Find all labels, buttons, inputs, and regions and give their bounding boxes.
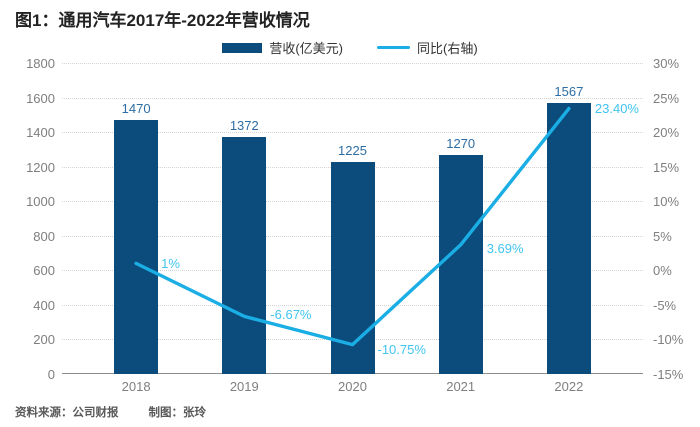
bar-value-label: 1567 — [554, 84, 584, 100]
bar-2021 — [438, 154, 483, 374]
chart-title: 图1：通用汽车2017年-2022年营收情况 — [15, 11, 310, 30]
line-point-label: -10.75% — [377, 341, 426, 357]
y-right-tick-label: 30% — [653, 56, 680, 71]
y-left-tick-label: 1200 — [26, 159, 55, 175]
grid-line — [62, 63, 643, 64]
legend-item-yoy: 同比(右轴) — [377, 38, 478, 57]
bar-swatch-icon — [222, 42, 263, 53]
y-right-tick-label: -10% — [653, 332, 684, 348]
y-right-tick-label: 20% — [653, 125, 680, 141]
y-left-tick-label: 1800 — [26, 56, 55, 71]
legend-label-revenue: 营收(亿美元) — [269, 41, 343, 56]
y-left-tick-label: 0 — [47, 367, 55, 382]
source-note: 资料来源：公司财报 — [15, 407, 119, 419]
y-left-tick-label: 1600 — [26, 90, 55, 106]
legend-label-yoy: 同比(右轴) — [417, 41, 478, 56]
x-axis-label-2021: 2021 — [446, 379, 476, 394]
line-point-label: -6.67% — [270, 307, 312, 323]
line-point-label: 23.40% — [594, 100, 639, 116]
y-right-tick-label: 0% — [653, 263, 672, 279]
plot-area: 1470 1372 1225 1270 1567 1% -6.67% -10.75% 3.69%… — [62, 63, 643, 374]
y-right-tick-label: 15% — [653, 159, 680, 175]
y-right-tick-label: 25% — [653, 90, 680, 106]
credit-note: 制图：张玲 — [148, 407, 207, 419]
legend-item-revenue: 营收(亿美元) — [222, 38, 343, 57]
bar-value-label: 1372 — [229, 117, 259, 133]
grid-line — [62, 97, 643, 99]
y-left-tick-label: 600 — [33, 263, 55, 279]
y-left-tick-label: 800 — [33, 228, 55, 244]
y-right-tick-label: 5% — [653, 228, 672, 244]
y-right-tick-label: -15% — [653, 367, 684, 382]
bar-value-label: 1470 — [121, 101, 151, 117]
y-left-tick-label: 400 — [33, 297, 55, 313]
x-axis-label-2020: 2020 — [338, 379, 367, 394]
bar-2018 — [114, 120, 159, 374]
y-left-tick-label: 1400 — [26, 125, 55, 141]
legend: 营收(亿美元) 同比(右轴) — [0, 38, 700, 57]
y-left-tick-label: 200 — [33, 332, 55, 348]
footer: 资料来源：公司财报 制图：张玲 — [15, 404, 206, 420]
bar-value-label: 1225 — [338, 143, 367, 159]
x-axis-label-2022: 2022 — [554, 379, 584, 394]
line-point-label: 3.69% — [486, 240, 524, 256]
bar-2020 — [330, 162, 375, 374]
bar-2019 — [222, 136, 267, 374]
x-axis-label-2018: 2018 — [121, 379, 151, 394]
bar-value-label: 1270 — [446, 135, 476, 151]
line-point-label: 1% — [161, 256, 180, 272]
y-right-tick-label: -5% — [653, 297, 677, 313]
y-right-tick-label: 10% — [653, 194, 680, 210]
x-axis-label-2019: 2019 — [229, 379, 259, 394]
bar-2022 — [546, 103, 591, 374]
y-left-tick-label: 1000 — [26, 194, 55, 210]
line-swatch-icon — [377, 46, 410, 49]
